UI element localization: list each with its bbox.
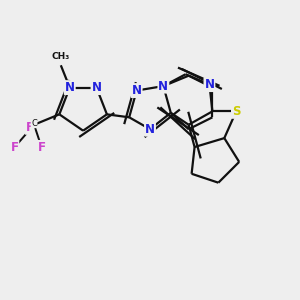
Text: N: N	[145, 123, 155, 136]
Text: N: N	[132, 84, 142, 97]
Text: S: S	[232, 105, 240, 118]
Text: N: N	[92, 81, 101, 94]
Text: C: C	[31, 119, 37, 128]
Text: N: N	[65, 81, 75, 94]
Text: F: F	[26, 121, 34, 134]
Text: N: N	[158, 80, 168, 93]
Text: F: F	[11, 140, 19, 154]
Text: N: N	[204, 78, 214, 91]
Text: F: F	[38, 140, 46, 154]
Text: CH₃: CH₃	[52, 52, 70, 62]
